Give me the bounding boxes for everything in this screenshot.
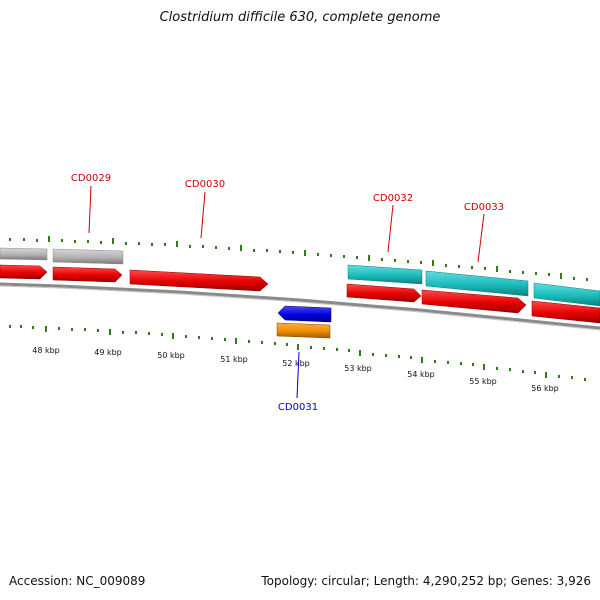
accession-text: Accession: NC_009089 [9,574,146,588]
leader-cd0030 [200,191,206,239]
genome-summary-text: Topology: circular; Length: 4,290,252 bp… [261,574,591,588]
cds-arrow-cd0031 [277,305,332,323]
scale-tick-ring [9,325,586,381]
page-title: Clostridium difficile 630, complete geno… [159,10,441,25]
scale-label-49: 49 kbp [94,348,122,357]
rna-feature-gray-1 [0,247,48,261]
leader-cd0032 [387,204,394,253]
gene-label-cd0030[interactable]: CD0030 [185,179,225,190]
scale-label-52: 52 kbp [282,359,310,368]
rna-feature-cyan-3 [533,282,600,307]
scale-label-56: 56 kbp [531,384,559,393]
gene-label-cd0033[interactable]: CD0033 [464,202,504,213]
leader-cd0029 [88,185,92,234]
cds-arrow-6 [531,300,600,324]
gene-label-cd0029[interactable]: CD0029 [71,173,111,184]
scale-label-50: 50 kbp [157,351,185,360]
cds-arrow-cd0029 [52,266,123,283]
cds-arrow-1 [0,264,48,280]
cds-arrow-cd0032 [346,283,422,303]
rna-feature-gray-2 [52,248,124,265]
rna-feature-cyan-1 [347,264,423,285]
rna-feature-cyan-2 [425,270,529,297]
gene-label-cd0031[interactable]: CD0031 [278,402,318,413]
scale-label-53: 53 kbp [344,364,372,373]
forward-tick-ring [9,236,588,281]
scale-label-51: 51 kbp [220,355,248,364]
scale-label-48: 48 kbp [32,346,60,355]
gene-label-cd0032[interactable]: CD0032 [373,193,413,204]
cds-arrow-cd0030 [129,269,269,292]
cds-feature-orange [276,322,331,339]
scale-label-55: 55 kbp [469,377,497,386]
cds-arrow-cd0033 [421,289,527,314]
backbone-line [0,282,600,330]
scale-label-54: 54 kbp [407,370,435,379]
leader-cd0033 [477,213,485,263]
leader-cd0031 [296,351,300,399]
backbone-shadow [0,285,600,331]
